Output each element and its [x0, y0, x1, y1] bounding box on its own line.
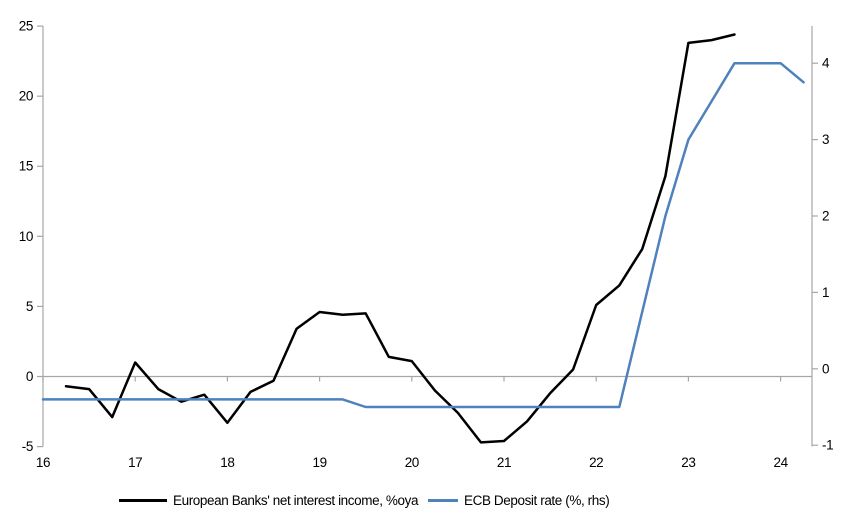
left-axis-tick-label: 20: [19, 89, 33, 104]
right-axis-tick-label: 0: [822, 361, 829, 376]
net-interest-income-line-swatch: [119, 498, 167, 502]
right-axis-tick-label: 3: [822, 132, 829, 147]
x-axis-tick-label: 20: [405, 455, 419, 470]
x-axis-tick-label: 18: [220, 455, 234, 470]
right-axis-tick-label: 1: [822, 285, 829, 300]
x-axis-tick-label: 17: [128, 455, 142, 470]
left-axis-tick-label: 5: [26, 299, 33, 314]
ecb-deposit-rate-legend-label: ECB Deposit rate (%, rhs): [464, 492, 610, 508]
legend-item-net-interest-income: European Banks' net interest income, %oy…: [119, 490, 418, 510]
ecb-deposit-rate-line: [41, 61, 805, 409]
left-axis-tick-label: 10: [19, 229, 33, 244]
x-axis-tick-label: 21: [497, 455, 511, 470]
legend: European Banks' net interest income, %oy…: [0, 490, 852, 512]
left-axis-tick-label: -5: [22, 439, 33, 454]
legend-item-ecb-deposit-rate: ECB Deposit rate (%, rhs): [428, 490, 610, 510]
x-axis-tick-label: 23: [681, 455, 695, 470]
x-axis-tick-label: 22: [589, 455, 603, 470]
net-interest-income-legend-label: European Banks' net interest income, %oy…: [173, 492, 419, 508]
x-axis-tick-label: 19: [312, 455, 326, 470]
left-axis-tick-label: 25: [19, 19, 33, 34]
ecb-deposit-rate-line-swatch: [428, 498, 458, 502]
net-interest-income-line: [64, 33, 736, 444]
right-axis-tick-label: 2: [822, 209, 829, 224]
right-axis-tick-label: 4: [822, 56, 830, 71]
right-axis-tick-label: -1: [822, 438, 833, 453]
x-axis-tick-label: 24: [773, 455, 788, 470]
left-axis-tick-label: 15: [19, 159, 33, 174]
x-axis-tick-label: 16: [36, 455, 50, 470]
left-axis-tick-label: 0: [26, 369, 33, 384]
